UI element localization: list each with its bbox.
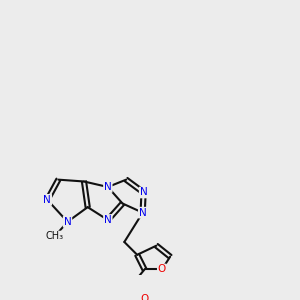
Text: N: N (104, 182, 112, 192)
Text: N: N (139, 208, 146, 218)
Text: N: N (64, 217, 71, 227)
Text: N: N (104, 215, 112, 225)
Text: CH₃: CH₃ (46, 232, 64, 242)
Text: N: N (44, 195, 51, 205)
Text: N: N (140, 188, 148, 197)
Text: O: O (140, 294, 148, 300)
Text: O: O (158, 265, 166, 275)
